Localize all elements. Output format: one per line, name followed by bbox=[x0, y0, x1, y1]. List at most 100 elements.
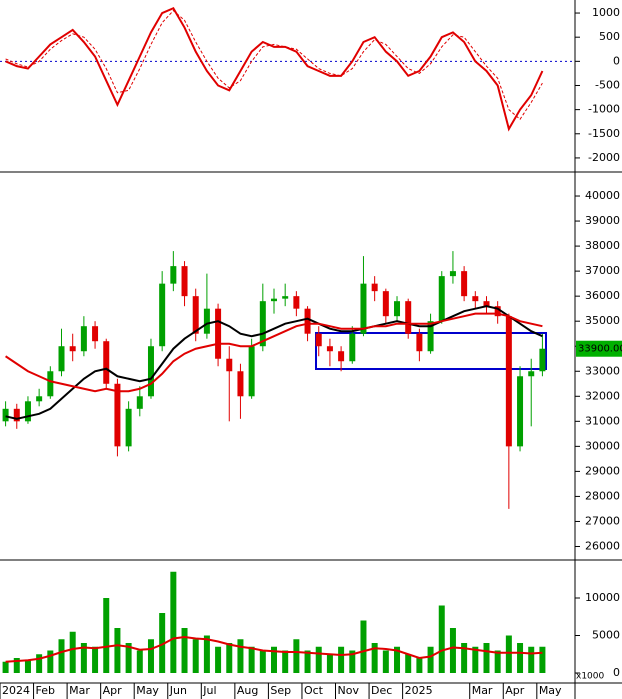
candle-body bbox=[2, 408, 9, 422]
x-tick-label: Oct bbox=[304, 684, 324, 697]
candle-body bbox=[326, 346, 333, 352]
x-tick-label: May bbox=[136, 684, 159, 697]
volume-bar bbox=[528, 646, 535, 673]
volume-bar bbox=[539, 646, 546, 673]
volume-bar bbox=[103, 598, 110, 673]
y-tick-label: -2000 bbox=[588, 151, 620, 164]
candle-body bbox=[181, 266, 188, 297]
x-tick-label: May bbox=[539, 684, 562, 697]
line-series bbox=[5, 9, 543, 121]
y-tick-label: 0 bbox=[613, 54, 620, 67]
volume-bar bbox=[147, 639, 154, 673]
y-tick-label: -500 bbox=[595, 78, 620, 91]
volume-bar bbox=[427, 646, 434, 673]
candle-body bbox=[360, 283, 367, 334]
last-price-box bbox=[576, 340, 622, 357]
candle-body bbox=[483, 301, 490, 307]
candle-body bbox=[114, 383, 121, 447]
x-tick-label: Apr bbox=[505, 684, 525, 697]
y-tick-label: 35000 bbox=[585, 314, 620, 327]
y-tick-label: 500 bbox=[599, 30, 620, 43]
y-tick-label: 40000 bbox=[585, 189, 620, 202]
volume-bar bbox=[405, 654, 412, 673]
y-tick-label: 37000 bbox=[585, 264, 620, 277]
candle-body bbox=[438, 276, 445, 322]
candle-body bbox=[136, 396, 143, 409]
candle-body bbox=[125, 408, 132, 447]
x-tick-label: Apr bbox=[103, 684, 123, 697]
candle-body bbox=[58, 346, 65, 372]
volume-bar bbox=[226, 643, 233, 673]
candle-body bbox=[80, 326, 87, 352]
volume-bar bbox=[92, 646, 99, 673]
volume-bar bbox=[69, 631, 76, 673]
volume-bar bbox=[192, 639, 199, 673]
volume-bar bbox=[360, 620, 367, 673]
volume-bar bbox=[248, 646, 255, 673]
candle-body bbox=[349, 333, 356, 362]
candle-body bbox=[338, 351, 345, 362]
volume-bar bbox=[293, 639, 300, 673]
y-tick-label: 36000 bbox=[585, 289, 620, 302]
y-tick-label: 26000 bbox=[585, 539, 620, 552]
volume-bar bbox=[349, 650, 356, 673]
volume-bar bbox=[36, 654, 43, 673]
candle-body bbox=[394, 301, 401, 317]
y-tick-label: 1000 bbox=[592, 6, 620, 19]
y-tick-label: 39000 bbox=[585, 214, 620, 227]
volume-bar bbox=[136, 650, 143, 673]
volume-bar bbox=[282, 650, 289, 673]
y-tick-label: 38000 bbox=[585, 239, 620, 252]
y-tick-label: 28000 bbox=[585, 489, 620, 502]
volume-bar bbox=[2, 661, 9, 673]
x-tick-label: Sep bbox=[270, 684, 291, 697]
volume-bar bbox=[237, 639, 244, 673]
x-tick-label: 2025 bbox=[405, 684, 433, 697]
candle-body bbox=[215, 308, 222, 359]
candle-body bbox=[282, 296, 289, 299]
line-series bbox=[5, 312, 543, 393]
volume-bar bbox=[203, 635, 210, 673]
x-tick-label: Feb bbox=[36, 684, 55, 697]
y-tick-label: 27000 bbox=[585, 514, 620, 527]
x-tick-label: Aug bbox=[237, 684, 258, 697]
candle-body bbox=[528, 371, 535, 377]
volume-bar bbox=[505, 635, 512, 673]
volume-bar bbox=[382, 650, 389, 673]
volume-bar bbox=[47, 650, 54, 673]
candle-body bbox=[293, 296, 300, 309]
candle-body bbox=[259, 301, 266, 347]
candle-body bbox=[170, 266, 177, 284]
candle-body bbox=[449, 271, 456, 277]
y-tick-label: 0 bbox=[613, 666, 620, 679]
candle-body bbox=[505, 316, 512, 447]
candle-body bbox=[382, 291, 389, 317]
volume-bar bbox=[483, 643, 490, 673]
line-series bbox=[5, 305, 543, 420]
volume-bar bbox=[24, 659, 31, 673]
volume-bar bbox=[170, 571, 177, 673]
x-tick-label: Dec bbox=[371, 684, 392, 697]
candle-body bbox=[371, 283, 378, 292]
candle-body bbox=[147, 346, 154, 397]
candle-body bbox=[103, 341, 110, 384]
line-series bbox=[5, 6, 544, 132]
line-series bbox=[5, 635, 543, 663]
y-tick-label: -1500 bbox=[588, 127, 620, 140]
volume-bar bbox=[80, 643, 87, 673]
volume-bar bbox=[271, 646, 277, 673]
volume-bar bbox=[315, 646, 322, 673]
volume-bar bbox=[13, 658, 20, 673]
volume-bar bbox=[394, 646, 401, 673]
volume-bar bbox=[125, 643, 132, 673]
candle-body bbox=[405, 301, 412, 334]
candle-body bbox=[69, 346, 76, 352]
candle-body bbox=[92, 326, 99, 342]
volume-bar bbox=[326, 654, 333, 673]
candle-body bbox=[24, 401, 31, 422]
candle-body bbox=[159, 283, 166, 347]
last-price-label: 33900.00 bbox=[578, 344, 622, 355]
volume-bar bbox=[517, 643, 524, 673]
